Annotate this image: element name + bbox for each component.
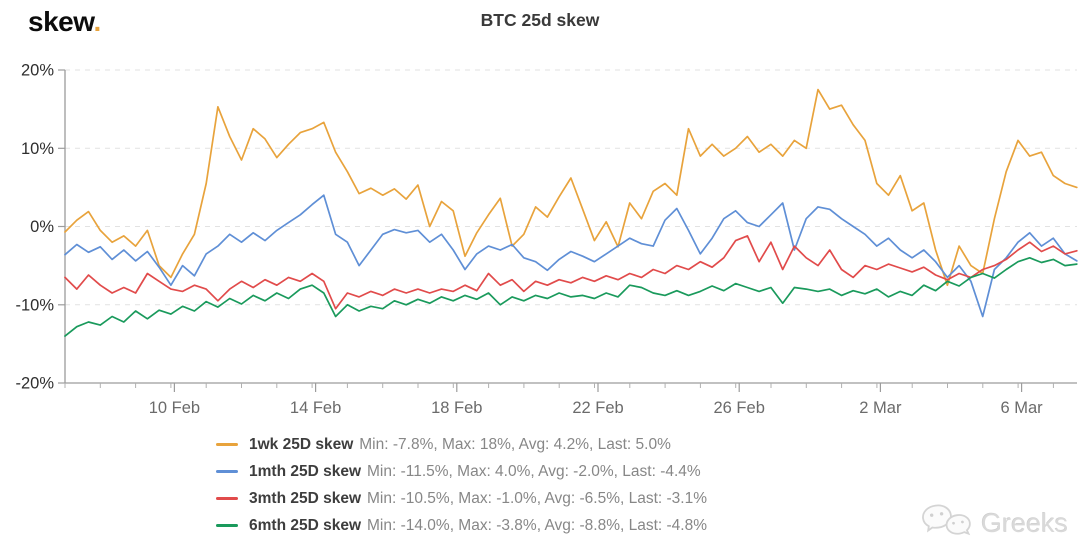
x-tick-label: 2 Mar xyxy=(859,399,902,417)
legend-label-6mth: 6mth 25D skew xyxy=(249,516,361,534)
x-tick-label: 10 Feb xyxy=(149,399,200,417)
y-tick-label: -10% xyxy=(15,296,54,314)
skew-line-chart[interactable]: 20% 10% 0% -10% -20% 10 Feb 14 Feb 18 Feb 22 Feb… xyxy=(0,55,1080,431)
x-tick-label: 14 Feb xyxy=(290,399,341,417)
watermark-text: Greeks xyxy=(980,508,1068,538)
legend-dash-1mth xyxy=(216,470,238,473)
y-tick-label: 10% xyxy=(21,140,54,158)
x-tick-label: 26 Feb xyxy=(714,399,765,417)
y-tick-label: 20% xyxy=(21,62,54,80)
legend-stats-6mth: Min: -14.0%, Max: -3.8%, Avg: -8.8%, Las… xyxy=(367,516,708,534)
x-tick-label: 18 Feb xyxy=(431,399,482,417)
legend-dash-1wk xyxy=(216,443,238,446)
legend-label-3mth: 3mth 25D skew xyxy=(249,489,361,507)
legend-dash-3mth xyxy=(216,497,238,500)
legend-dash-6mth xyxy=(216,524,238,527)
x-tick-label: 6 Mar xyxy=(1001,399,1044,417)
y-tick-label: -20% xyxy=(15,375,54,393)
skew-logo-text: skew xyxy=(28,6,94,37)
skew-logo: skew. xyxy=(28,6,101,38)
wechat-icon xyxy=(918,497,978,549)
chart-legend: 1wk 25D skew Min: -7.8%, Max: 18%, Avg: … xyxy=(216,431,707,539)
legend-item-1wk[interactable]: 1wk 25D skew Min: -7.8%, Max: 18%, Avg: … xyxy=(216,431,707,458)
legend-item-6mth[interactable]: 6mth 25D skew Min: -14.0%, Max: -3.8%, A… xyxy=(216,512,707,539)
series-line-1 xyxy=(64,194,1078,318)
y-tick-label: 0% xyxy=(30,218,54,236)
series-line-2 xyxy=(64,235,1078,310)
legend-stats-3mth: Min: -10.5%, Max: -1.0%, Avg: -6.5%, Las… xyxy=(367,489,708,507)
legend-label-1mth: 1mth 25D skew xyxy=(249,462,361,480)
legend-item-1mth[interactable]: 1mth 25D skew Min: -11.5%, Max: 4.0%, Av… xyxy=(216,458,707,485)
page-title: BTC 25d skew xyxy=(480,10,600,30)
legend-stats-1mth: Min: -11.5%, Max: 4.0%, Avg: -2.0%, Last… xyxy=(367,462,701,480)
x-tick-label: 22 Feb xyxy=(572,399,623,417)
series-line-3 xyxy=(64,256,1078,337)
legend-label-1wk: 1wk 25D skew xyxy=(249,435,354,453)
greeks-watermark: Greeks xyxy=(921,501,1068,546)
series-line-0 xyxy=(64,88,1078,287)
legend-item-3mth[interactable]: 3mth 25D skew Min: -10.5%, Max: -1.0%, A… xyxy=(216,485,707,512)
legend-stats-1wk: Min: -7.8%, Max: 18%, Avg: 4.2%, Last: 5… xyxy=(359,435,671,453)
skew-logo-dot: . xyxy=(93,6,101,37)
